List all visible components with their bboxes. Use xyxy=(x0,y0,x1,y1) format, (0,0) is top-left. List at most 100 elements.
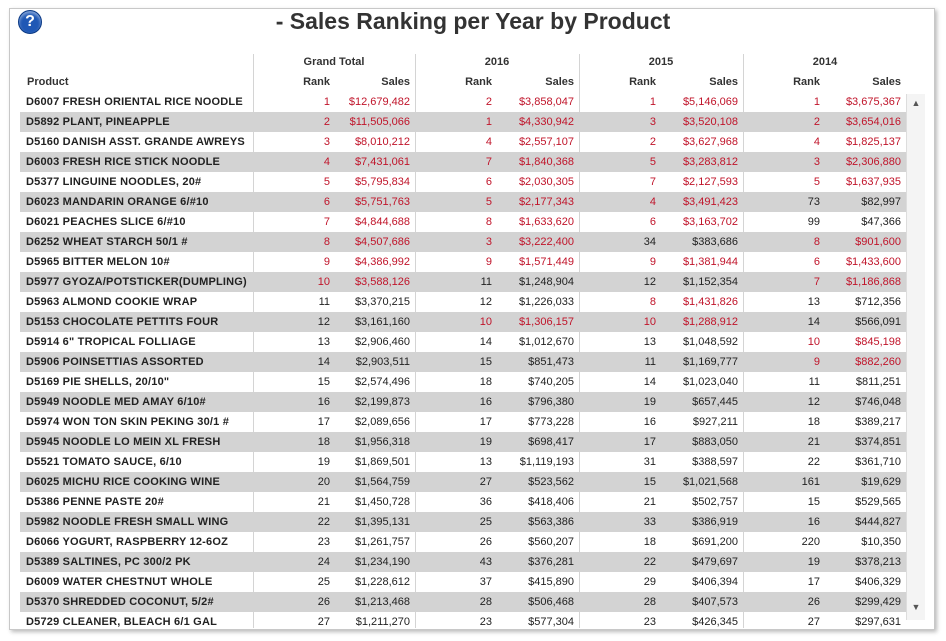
sales-cell: $3,588,126 xyxy=(354,276,410,288)
rank-cell: 2 xyxy=(649,136,656,148)
table-row[interactable]: D5965 BITTER MELON 10# 9 $4,386,992 9 $1,571… xyxy=(20,252,906,272)
rank-cell: 29 xyxy=(643,576,656,588)
table-row[interactable]: D5977 GYOZA/POTSTICKER(DUMPLING) 10 $3,588… xyxy=(20,272,906,292)
page-title: - Sales Ranking per Year by Product xyxy=(275,8,671,34)
table-row[interactable]: D5963 ALMOND COOKIE WRAP 11 $3,370,215 12 $1… xyxy=(20,292,906,312)
sales-cell: $3,491,423 xyxy=(682,196,738,208)
product-cell: D5965 BITTER MELON 10# xyxy=(26,256,170,268)
sales-cell: $1,023,040 xyxy=(682,376,738,388)
sales-cell: $927,211 xyxy=(692,416,738,428)
header-sales-2015: Sales xyxy=(709,76,738,88)
sales-cell: $4,386,992 xyxy=(354,256,410,268)
sales-cell: $1,956,318 xyxy=(354,436,410,448)
sales-cell: $796,380 xyxy=(528,396,574,408)
help-question-icon[interactable]: ? xyxy=(18,10,42,34)
table-row[interactable]: D5521 TOMATO SAUCE, 6/10 19 $1,869,501 13 $1… xyxy=(20,452,906,472)
sales-cell: $1,021,568 xyxy=(682,476,738,488)
sales-cell: $10,350 xyxy=(861,536,901,548)
product-cell: D6009 WATER CHESTNUT WHOLE xyxy=(26,576,213,588)
sales-cell: $1,431,826 xyxy=(682,296,738,308)
table-row[interactable]: D5377 LINGUINE NOODLES, 20# 5 $5,795,834 6 $… xyxy=(20,172,906,192)
sales-cell: $773,228 xyxy=(528,416,574,428)
table-row[interactable]: D5982 NOODLE FRESH SMALL WING 22 $1,395,13… xyxy=(20,512,906,532)
rank-cell: 12 xyxy=(643,276,656,288)
table-row[interactable]: D5945 NOODLE LO MEIN XL FRESH 18 $1,956,31… xyxy=(20,432,906,452)
rank-cell: 27 xyxy=(317,616,330,628)
table-row[interactable]: D5914 6" TROPICAL FOLLIAGE 13 $2,906,460 14… xyxy=(20,332,906,352)
table-row[interactable]: D5949 NOODLE MED AMAY 6/10# 16 $2,199,873 1… xyxy=(20,392,906,412)
vertical-scrollbar[interactable]: ▲ ▼ xyxy=(906,94,925,620)
sales-cell: $8,010,212 xyxy=(354,136,410,148)
table-row[interactable]: D6066 YOGURT, RASPBERRY 12-6OZ 23 $1,261,7… xyxy=(20,532,906,552)
rank-cell: 26 xyxy=(317,596,330,608)
header-sales-2014: Sales xyxy=(872,76,901,88)
table-row[interactable]: D5729 CLEANER, BLEACH 6/1 GAL 27 $1,211,27… xyxy=(20,612,906,632)
divider xyxy=(743,54,744,628)
table-row[interactable]: D5153 CHOCOLATE PETTITS FOUR 12 $3,161,160… xyxy=(20,312,906,332)
sales-cell: $1,048,592 xyxy=(682,336,738,348)
rank-cell: 1 xyxy=(649,96,656,108)
table-row[interactable]: D5389 SALTINES, PC 300/2 PK 24 $1,234,190 4… xyxy=(20,552,906,572)
arrow-down-icon[interactable]: ▼ xyxy=(911,602,921,612)
table-row[interactable]: D5370 SHREDDED COCONUT, 5/2# 26 $1,213,468… xyxy=(20,592,906,612)
table-row[interactable]: D5974 WON TON SKIN PEKING 30/1 # 17 $2,089… xyxy=(20,412,906,432)
rank-cell: 3 xyxy=(813,156,820,168)
sales-cell: $3,283,812 xyxy=(682,156,738,168)
sales-cell: $2,127,593 xyxy=(682,176,738,188)
sales-cell: $1,306,157 xyxy=(518,316,574,328)
table-row[interactable]: D5892 PLANT, PINEAPPLE 2 $11,505,066 1 $4,33… xyxy=(20,112,906,132)
sales-cell: $2,199,873 xyxy=(354,396,410,408)
sales-cell: $883,050 xyxy=(692,436,738,448)
sales-cell: $3,520,108 xyxy=(682,116,738,128)
rank-cell: 25 xyxy=(479,516,492,528)
sales-cell: $1,869,501 xyxy=(354,456,410,468)
sales-cell: $407,573 xyxy=(692,596,738,608)
sales-cell: $19,629 xyxy=(861,476,901,488)
table-row[interactable]: D6023 MANDARIN ORANGE 6/#10 6 $5,751,763 5 $… xyxy=(20,192,906,212)
table-row[interactable]: D5160 DANISH ASST. GRANDE AWREYS 3 $8,010,… xyxy=(20,132,906,152)
header-group-2016: 2016 xyxy=(484,56,510,68)
rank-cell: 5 xyxy=(813,176,820,188)
arrow-up-icon[interactable]: ▲ xyxy=(911,98,921,108)
sales-cell: $1,119,193 xyxy=(519,456,574,468)
table-row[interactable]: D5906 POINSETTIAS ASSORTED 14 $2,903,511 15… xyxy=(20,352,906,372)
rank-cell: 10 xyxy=(317,276,330,288)
sales-cell: $712,356 xyxy=(855,296,901,308)
sales-cell: $691,200 xyxy=(692,536,738,548)
sales-cell: $47,366 xyxy=(861,216,901,228)
rank-cell: 14 xyxy=(317,356,330,368)
table-row[interactable]: D6003 FRESH RICE STICK NOODLE 4 $7,431,061… xyxy=(20,152,906,172)
sales-cell: $299,429 xyxy=(855,596,901,608)
rank-cell: 24 xyxy=(317,556,330,568)
sales-cell: $3,163,702 xyxy=(682,216,738,228)
sales-cell: $657,445 xyxy=(692,396,738,408)
table-row[interactable]: D6252 WHEAT STARCH 50/1 # 8 $4,507,686 3 $3,… xyxy=(20,232,906,252)
rank-cell: 99 xyxy=(807,216,820,228)
table-row[interactable]: D5169 PIE SHELLS, 20/10" 15 $2,574,496 18 $7… xyxy=(20,372,906,392)
rank-cell: 11 xyxy=(318,296,330,308)
sales-cell: $11,505,066 xyxy=(349,116,410,128)
rank-cell: 26 xyxy=(807,596,820,608)
rank-cell: 4 xyxy=(323,156,330,168)
sales-cell: $4,507,686 xyxy=(354,236,410,248)
table-row[interactable]: D6021 PEACHES SLICE 6/#10 7 $4,844,688 8 $1,… xyxy=(20,212,906,232)
sales-cell: $1,637,935 xyxy=(845,176,901,188)
header-group-2014: 2014 xyxy=(812,56,838,68)
sales-cell: $1,395,131 xyxy=(354,516,410,528)
rank-cell: 34 xyxy=(643,236,656,248)
rank-cell: 16 xyxy=(317,396,330,408)
rank-cell: 6 xyxy=(323,196,330,208)
rank-cell: 1 xyxy=(813,96,820,108)
table-row[interactable]: D6007 FRESH ORIENTAL RICE NOODLE 1 $12,679… xyxy=(20,92,906,112)
sales-cell: $479,697 xyxy=(692,556,738,568)
table-row[interactable]: D5386 PENNE PASTE 20# 21 $1,450,728 36 $418,… xyxy=(20,492,906,512)
rank-cell: 10 xyxy=(807,336,820,348)
table-row[interactable]: D6009 WATER CHESTNUT WHOLE 25 $1,228,612 37… xyxy=(20,572,906,592)
header-rank-2016: Rank xyxy=(465,76,492,88)
product-cell: D5160 DANISH ASST. GRANDE AWREYS xyxy=(26,136,245,148)
product-cell: D5949 NOODLE MED AMAY 6/10# xyxy=(26,396,206,408)
table-row[interactable]: D6025 MICHU RICE COOKING WINE 20 $1,564,75… xyxy=(20,472,906,492)
product-cell: D5982 NOODLE FRESH SMALL WING xyxy=(26,516,229,528)
rank-cell: 28 xyxy=(643,596,656,608)
rank-cell: 12 xyxy=(479,296,492,308)
